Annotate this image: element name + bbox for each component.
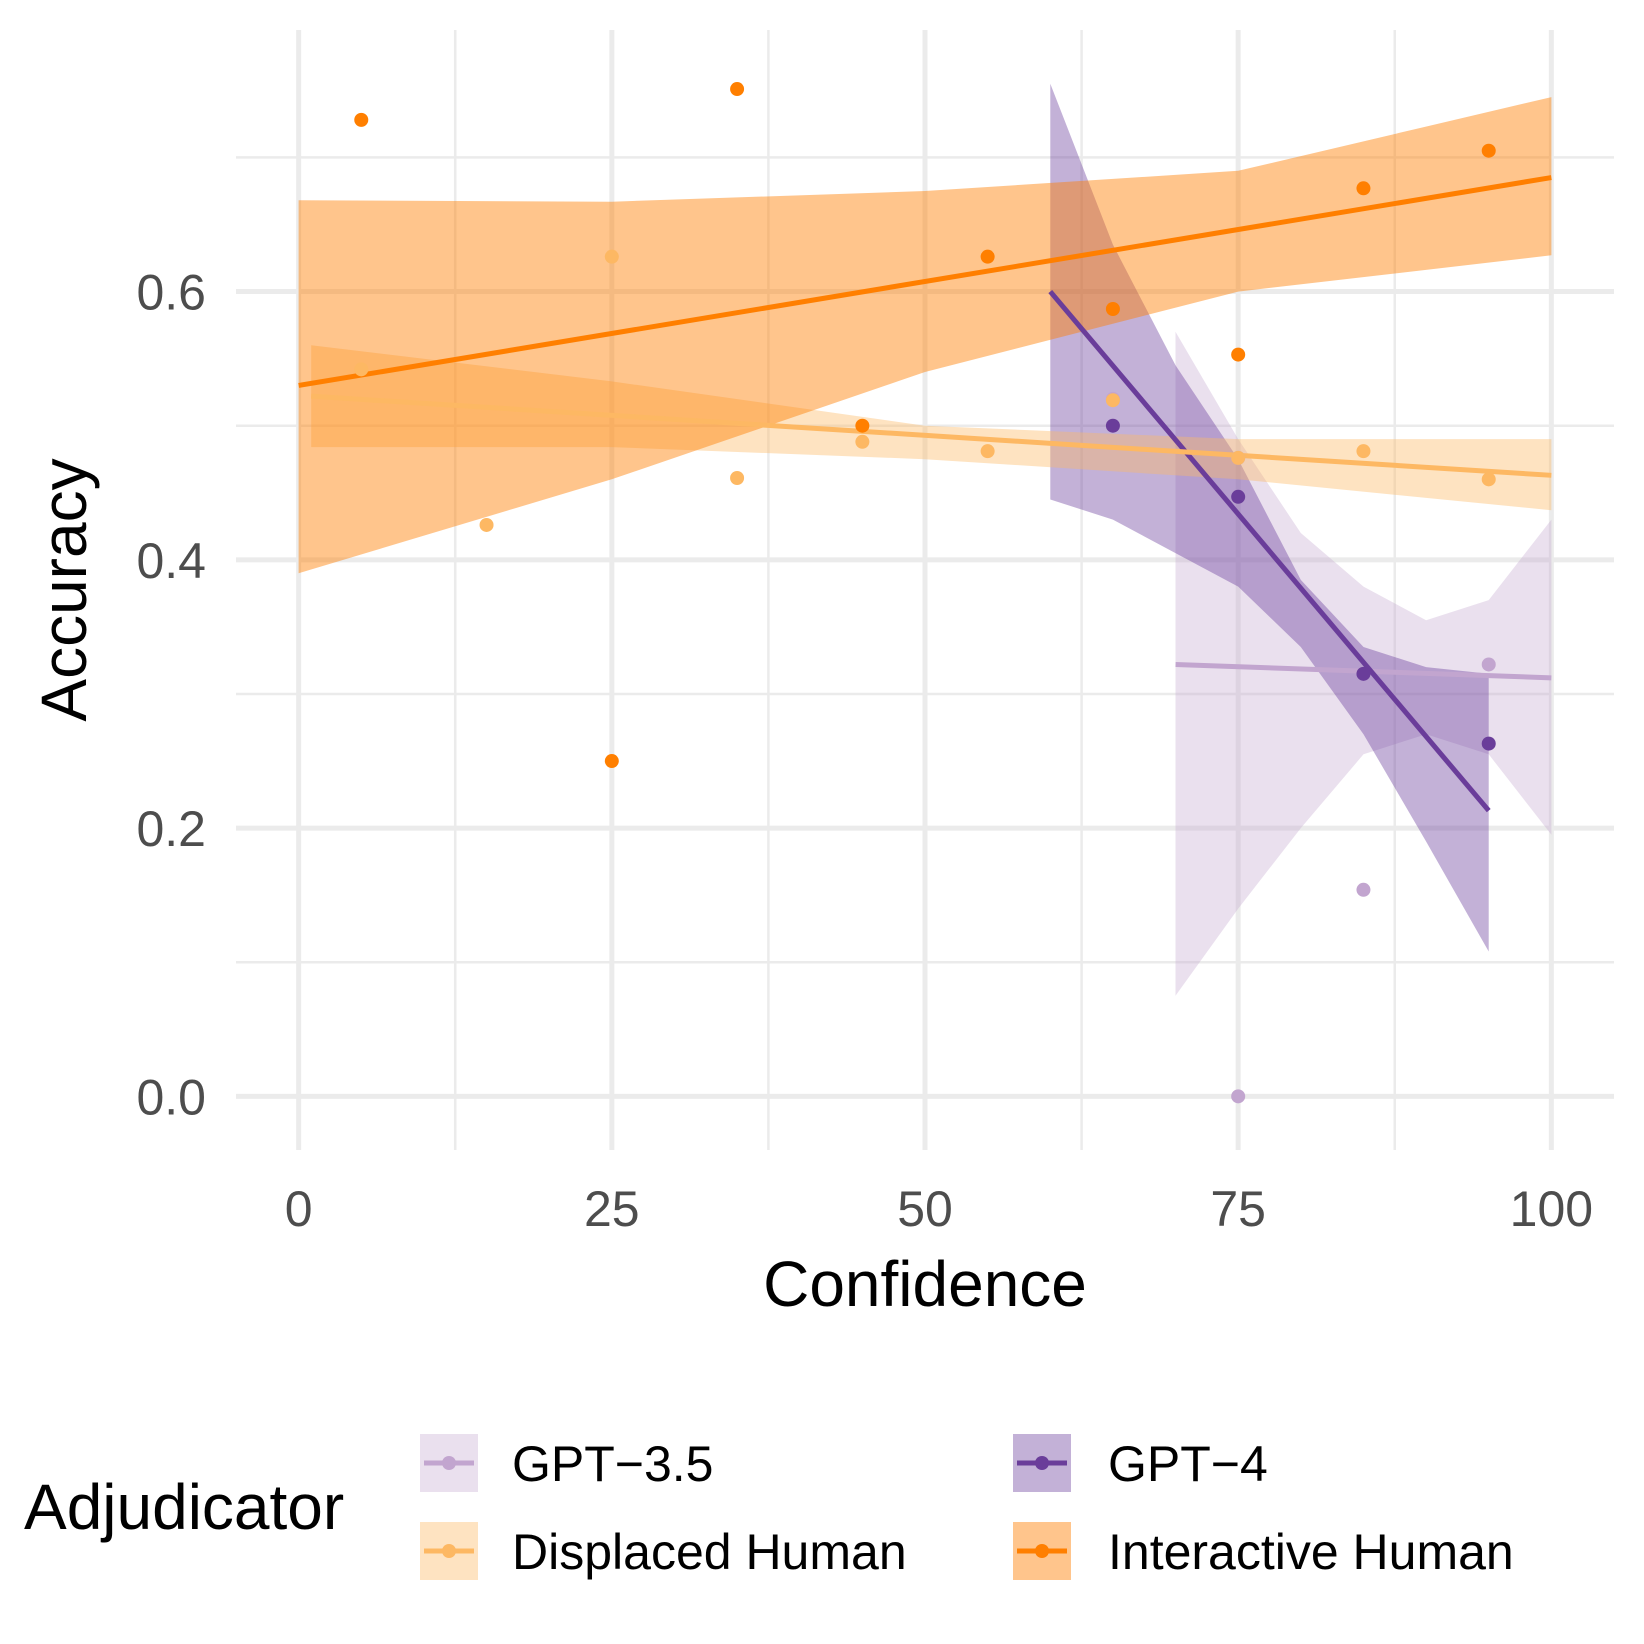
legend-label: Interactive Human: [1108, 1524, 1514, 1580]
data-point: [1105, 393, 1120, 408]
confidence-band: [311, 345, 1552, 511]
data-point: [1356, 882, 1371, 897]
confidence-bands: [298, 83, 1552, 996]
data-point: [1356, 444, 1371, 459]
data-point: [354, 362, 369, 377]
x-tick-label: 100: [1510, 1181, 1593, 1237]
data-point: [479, 517, 494, 532]
legend-item: GPT−4: [1013, 1434, 1268, 1492]
legend-item: GPT−3.5: [420, 1434, 714, 1492]
data-point: [980, 444, 995, 459]
legend-key-point: [1035, 1456, 1049, 1470]
y-tick-label: 0.6: [136, 265, 206, 321]
data-point: [1481, 472, 1496, 487]
grid-lines: [236, 30, 1614, 1150]
data-point: [1231, 347, 1246, 362]
x-tick-label: 0: [285, 1181, 313, 1237]
data-points: [354, 82, 1496, 1104]
y-tick-label: 0.2: [136, 801, 206, 857]
legend-title: Adjudicator: [24, 1471, 344, 1543]
legend-label: GPT−3.5: [512, 1436, 714, 1492]
x-tick-label: 75: [1210, 1181, 1266, 1237]
data-point: [980, 249, 995, 264]
data-point: [1356, 666, 1371, 681]
data-point: [855, 434, 870, 449]
data-point: [1356, 181, 1371, 196]
data-point: [730, 471, 745, 485]
confidence-band: [1050, 83, 1489, 952]
trend-line: [311, 393, 1552, 478]
data-point: [730, 82, 745, 97]
data-point: [1231, 489, 1246, 504]
data-point: [1105, 418, 1120, 433]
data-point: [855, 418, 870, 433]
data-point: [604, 754, 619, 769]
tick-labels: 0 25 50 75 100 0.0 0.2 0.4 0.6: [136, 265, 1593, 1237]
legend-item: Interactive Human: [1013, 1522, 1514, 1580]
data-point: [1481, 657, 1496, 672]
trend-line: [298, 175, 1552, 388]
data-point: [1105, 301, 1120, 316]
y-tick-label: 0.4: [136, 533, 206, 589]
confidence-band: [298, 97, 1552, 574]
legend: Adjudicator GPT−3.5 GPT−4 Displaced Human I…: [24, 1434, 1514, 1580]
x-tick-label: 25: [584, 1181, 640, 1237]
legend-key-point: [442, 1456, 456, 1470]
y-tick-label: 0.0: [136, 1069, 206, 1125]
data-point: [1231, 450, 1246, 465]
legend-label: GPT−4: [1108, 1436, 1268, 1492]
trend-line: [1048, 289, 1491, 813]
data-point: [1481, 736, 1496, 751]
x-axis-title: Confidence: [763, 1248, 1087, 1320]
data-point: [354, 112, 369, 127]
legend-label: Displaced Human: [512, 1524, 907, 1580]
data-point: [1231, 1089, 1246, 1104]
y-axis-title: Accuracy: [28, 458, 100, 721]
data-point: [604, 249, 619, 264]
legend-key-point: [1035, 1544, 1049, 1558]
legend-key-point: [442, 1544, 456, 1558]
data-point: [1481, 143, 1496, 158]
x-tick-label: 50: [897, 1181, 953, 1237]
legend-item: Displaced Human: [420, 1522, 907, 1580]
